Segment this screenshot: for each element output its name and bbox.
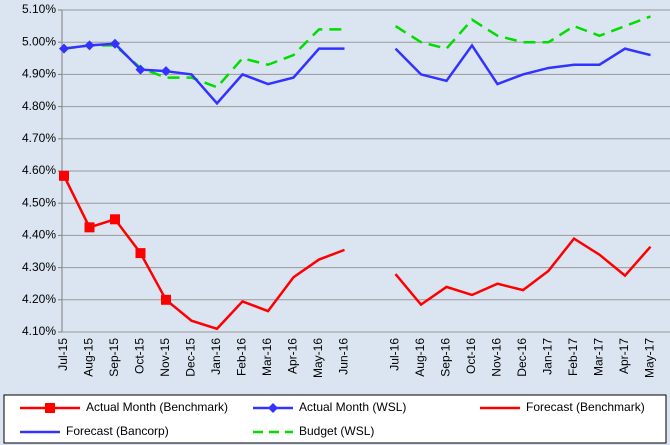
legend — [3, 394, 667, 444]
series-line — [165, 236, 652, 331]
x-tick-label: Jun-16 — [337, 338, 351, 375]
marker — [135, 248, 146, 259]
y-tick-label: 4.70% — [22, 131, 56, 145]
x-tick-label: Jan-16 — [209, 338, 223, 375]
y-tick-label: 4.60% — [22, 163, 56, 177]
marker — [110, 38, 120, 49]
x-tick-label: Mar-16 — [260, 338, 274, 376]
legend-marker — [45, 403, 55, 413]
legend-label: Forecast (Benchmark) — [526, 400, 645, 414]
marker — [110, 214, 120, 225]
marker — [84, 40, 95, 51]
x-tick-label: Oct-15 — [133, 338, 147, 374]
x-tick-label: Sep-15 — [107, 338, 121, 377]
x-tick-label: Apr-17 — [617, 338, 631, 374]
x-tick-label: Feb-17 — [566, 338, 580, 376]
x-tick-label: Aug-16 — [413, 338, 427, 377]
marker — [59, 170, 69, 181]
x-tick-label: Dec-15 — [184, 338, 198, 377]
x-tick-label: Oct-16 — [464, 338, 478, 374]
marker — [161, 66, 171, 77]
legend-label: Actual Month (Benchmark) — [86, 400, 228, 414]
y-tick-label: 5.10% — [22, 2, 56, 16]
x-tick-label: Mar-17 — [592, 338, 606, 376]
y-tick-label: 4.50% — [22, 195, 56, 209]
marker — [84, 222, 95, 233]
x-tick-label: May-16 — [311, 338, 325, 378]
x-tick-label: Jul-16 — [388, 338, 402, 371]
x-tick-label: Dec-16 — [515, 338, 529, 377]
x-tick-label: Jan-17 — [541, 338, 555, 375]
x-tick-label: May-17 — [643, 338, 657, 378]
x-tick-label: Nov-16 — [490, 338, 504, 377]
legend-label: Budget (WSL) — [299, 424, 374, 438]
y-tick-label: 5.00% — [22, 34, 56, 48]
legend-label: Actual Month (WSL) — [299, 400, 406, 414]
x-tick-label: Nov-15 — [158, 338, 172, 377]
series-line — [165, 43, 651, 106]
y-tick-label: 4.80% — [22, 99, 56, 113]
legend-label: Forecast (Bancorp) — [66, 424, 169, 438]
y-tick-label: 4.40% — [22, 228, 56, 242]
marker — [135, 64, 146, 75]
series-line — [63, 15, 651, 89]
x-tick-label: Jul-15 — [56, 338, 70, 371]
y-tick-label: 4.90% — [22, 67, 56, 81]
y-tick-label: 4.20% — [22, 292, 56, 306]
x-tick-label: Aug-15 — [82, 338, 96, 377]
y-tick-label: 4.10% — [22, 324, 56, 338]
x-tick-label: Sep-16 — [439, 338, 453, 377]
legend-marker — [268, 403, 278, 413]
x-tick-label: Feb-16 — [235, 338, 249, 376]
marker — [161, 294, 171, 305]
x-tick-label: Apr-16 — [286, 338, 300, 374]
marker — [59, 43, 69, 54]
y-tick-label: 4.30% — [22, 260, 56, 274]
